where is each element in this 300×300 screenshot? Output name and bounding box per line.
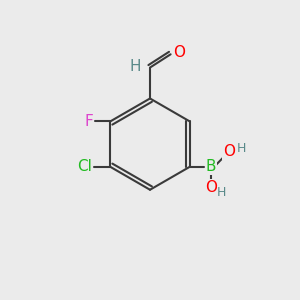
- Text: F: F: [84, 114, 93, 129]
- Text: H: H: [237, 142, 246, 155]
- Text: H: H: [217, 186, 226, 199]
- Text: Cl: Cl: [77, 159, 92, 174]
- Text: B: B: [206, 159, 216, 174]
- Text: O: O: [223, 144, 235, 159]
- Text: O: O: [173, 45, 185, 60]
- Text: O: O: [205, 180, 217, 195]
- Text: H: H: [130, 58, 141, 74]
